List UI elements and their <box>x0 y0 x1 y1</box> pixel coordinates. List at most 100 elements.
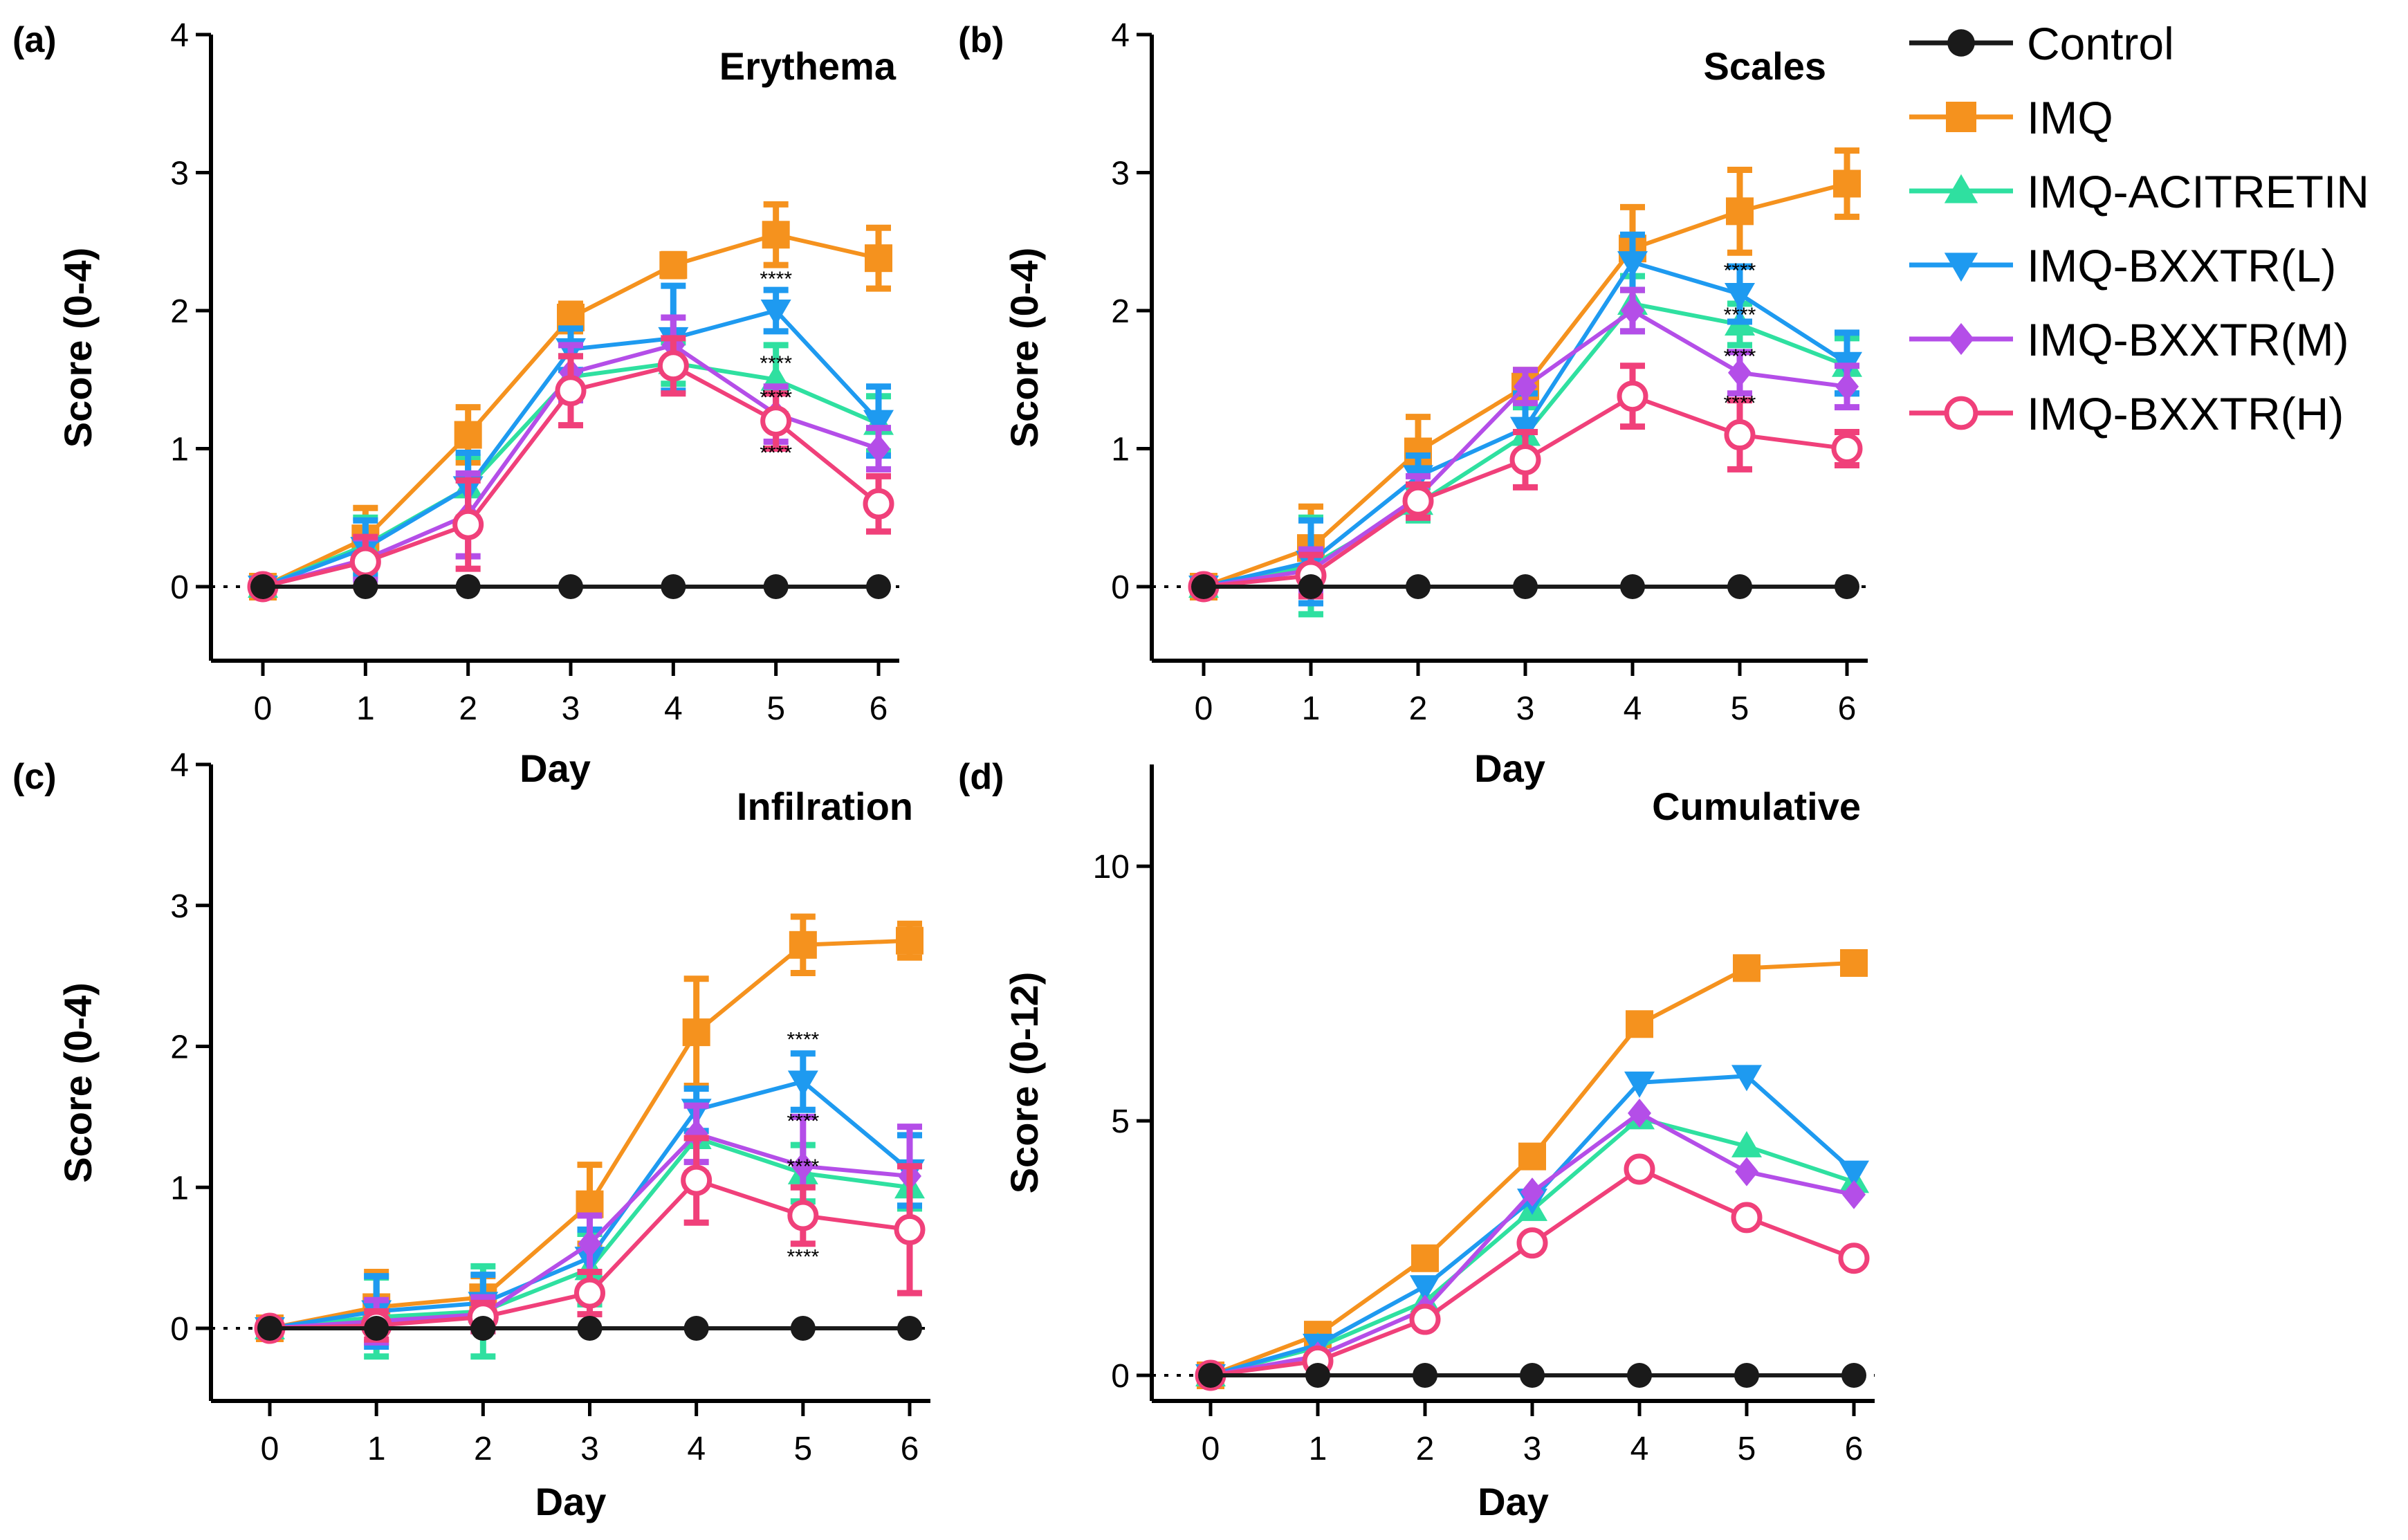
data-point <box>1514 372 1537 401</box>
y-tick-label: 4 <box>1111 17 1130 54</box>
y-tick-label: 2 <box>1111 293 1130 330</box>
data-point <box>1724 419 1756 451</box>
y-tick-label: 1 <box>170 1170 189 1207</box>
legend-item-imq-bxxtr-l: IMQ-BXXTR(L) <box>1909 240 2336 291</box>
y-tick-label: 4 <box>170 747 189 784</box>
panel-c-infiltration: 0 1 2 3 4 0 1 2 3 4 5 6 Day Score (0-4) Infilration (c)… <box>12 747 930 1523</box>
legend-item-imq-bxxtr-h: IMQ-BXXTR(H) <box>1909 388 2344 439</box>
y-tick-label: 1 <box>170 432 189 468</box>
x-tick-label: 3 <box>580 1431 599 1467</box>
data-point <box>897 1316 922 1341</box>
data-point <box>787 1200 819 1231</box>
legend-item-imq: IMQ <box>1909 92 2113 143</box>
data-point <box>1734 1363 1759 1388</box>
legend-label: Control <box>2027 18 2174 69</box>
y-tick-label: 5 <box>1111 1103 1130 1140</box>
panel-d-cumulative: 0 5 10 0 1 2 3 4 5 6 Day Score (0-12) Cumulative (d) <box>958 757 1875 1523</box>
x-axis-label: Day <box>520 746 591 790</box>
series-imq <box>1197 948 1868 1389</box>
data-point <box>349 546 381 578</box>
legend-label: IMQ-BXXTR(H) <box>2027 388 2344 439</box>
x-tick-label: 0 <box>1195 690 1213 727</box>
data-point <box>1735 1157 1758 1186</box>
data-point <box>1731 1130 1762 1157</box>
data-point <box>760 405 792 437</box>
significance-label: **** <box>787 1029 819 1052</box>
data-point <box>1520 1177 1544 1207</box>
y-tick-label: 2 <box>170 1029 189 1066</box>
data-point <box>661 574 686 599</box>
legend-marker <box>1944 174 1978 203</box>
data-point <box>1725 283 1755 310</box>
y-tick-label: 10 <box>1093 849 1130 886</box>
data-point <box>789 931 817 959</box>
data-point <box>1516 1227 1548 1259</box>
data-point <box>578 1229 602 1258</box>
panel-b-scales: 0 1 2 3 4 0 1 2 3 4 5 6 Day Score (0-4) Scales (b) **** *… <box>958 17 1868 790</box>
legend-marker <box>1944 253 1978 282</box>
x-tick-label: 0 <box>261 1431 279 1467</box>
x-tick-label: 0 <box>254 690 273 727</box>
x-tick-label: 3 <box>1523 1431 1542 1467</box>
legend-marker <box>1946 102 1976 132</box>
data-point <box>1726 197 1754 226</box>
x-tick-label: 2 <box>459 690 477 727</box>
data-point <box>257 1316 282 1341</box>
data-point <box>763 574 789 599</box>
legend-label: IMQ <box>2027 92 2113 143</box>
y-tick-label: 4 <box>170 17 189 54</box>
significance-label: **** <box>760 441 792 464</box>
data-point <box>1409 1303 1441 1335</box>
data-point <box>863 410 894 437</box>
data-point <box>1518 1142 1546 1171</box>
data-point <box>353 574 378 599</box>
data-point <box>1833 169 1861 198</box>
data-point <box>454 421 482 449</box>
y-tick-label: 3 <box>170 156 189 192</box>
y-tick-label: 2 <box>170 293 189 330</box>
data-point <box>1628 1099 1651 1128</box>
data-point <box>762 221 790 249</box>
data-point <box>681 1164 713 1196</box>
y-tick-label: 3 <box>170 888 189 925</box>
data-point <box>1731 1065 1762 1092</box>
data-point <box>558 574 583 599</box>
series-control <box>250 574 891 599</box>
panel-label: (a) <box>12 20 57 60</box>
data-point <box>896 926 923 955</box>
data-point <box>574 1277 605 1309</box>
series-imq-bxxtr-h <box>1188 363 1863 603</box>
data-point <box>791 1151 815 1181</box>
significance-label: **** <box>787 1245 819 1268</box>
x-tick-label: 5 <box>1731 690 1749 727</box>
significance-label: **** <box>760 352 792 375</box>
data-point <box>1621 296 1644 325</box>
x-tick-label: 4 <box>664 690 683 727</box>
legend-label: IMQ-BXXTR(M) <box>2027 314 2349 365</box>
x-tick-label: 4 <box>1630 1431 1649 1467</box>
x-tick-label: 4 <box>1624 690 1642 727</box>
legend-label: IMQ-BXXTR(L) <box>2027 240 2336 291</box>
x-tick-label: 3 <box>1516 690 1535 727</box>
x-axis-label: Day <box>1474 746 1545 790</box>
legend-marker <box>1944 396 1978 430</box>
significance-label: **** <box>1724 259 1756 282</box>
data-point <box>682 1018 710 1047</box>
data-point <box>894 1213 926 1245</box>
x-tick-label: 5 <box>766 690 785 727</box>
data-point <box>1839 1160 1869 1187</box>
chart-title: Erythema <box>719 44 897 88</box>
data-point <box>1731 1202 1763 1234</box>
x-tick-label: 2 <box>1409 690 1428 727</box>
data-point <box>1733 954 1761 982</box>
series-control <box>1191 574 1859 599</box>
y-tick-label: 1 <box>1111 432 1130 468</box>
y-axis-label: Score (0-4) <box>1002 248 1046 448</box>
series-control <box>1198 1363 1866 1388</box>
data-point <box>1298 574 1323 599</box>
data-point <box>1410 1275 1440 1302</box>
x-tick-label: 6 <box>1838 690 1857 727</box>
y-tick-label: 0 <box>1111 569 1130 606</box>
significance-label: **** <box>1724 345 1756 368</box>
data-point <box>1838 1243 1870 1274</box>
